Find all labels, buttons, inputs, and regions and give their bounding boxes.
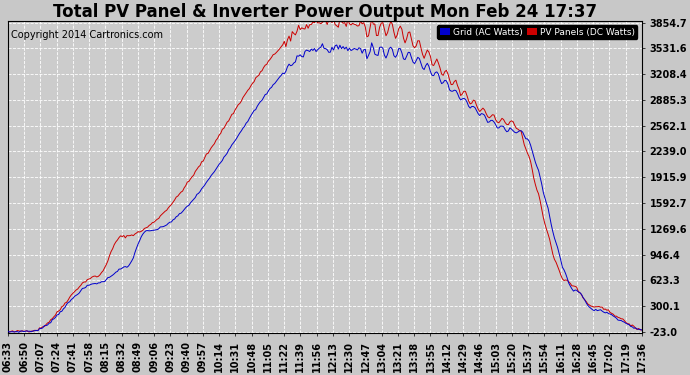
Title: Total PV Panel & Inverter Power Output Mon Feb 24 17:37: Total PV Panel & Inverter Power Output M… — [52, 3, 597, 21]
Text: Copyright 2014 Cartronics.com: Copyright 2014 Cartronics.com — [11, 30, 163, 40]
Legend: Grid (AC Watts), PV Panels (DC Watts): Grid (AC Watts), PV Panels (DC Watts) — [437, 26, 638, 39]
